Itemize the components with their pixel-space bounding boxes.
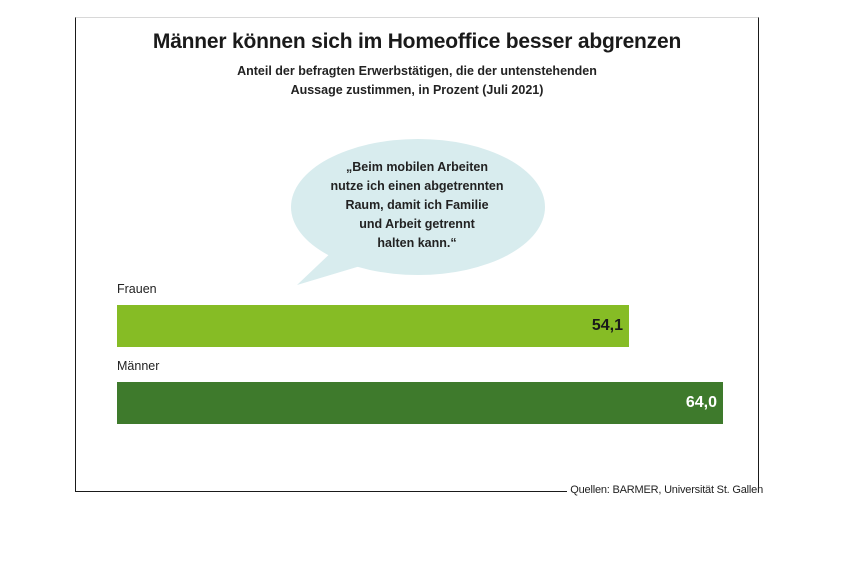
frame-bottom-rule — [75, 491, 567, 492]
chart-title: Männer können sich im Homeoffice besser … — [152, 30, 682, 53]
quote-line-2: nutze ich einen abgetrennten — [330, 179, 504, 193]
quote-line-5: halten kann.“ — [377, 236, 457, 250]
quote-line-4: und Arbeit getrennt — [359, 217, 475, 231]
chart-subtitle: Anteil der befragten Erwerbstätigen, die… — [180, 62, 654, 100]
subtitle-line-2: Aussage zustimmen, in Prozent (Juli 2021… — [290, 83, 544, 97]
chart-frame — [75, 17, 759, 492]
source-note: Quellen: BARMER, Universität St. Gallen — [570, 484, 763, 496]
bar-maenner: 64,0 — [117, 382, 723, 424]
bar-value-label-maenner: 64,0 — [685, 394, 717, 411]
quote-text: „Beim mobilen Arbeiten nutze ich einen a… — [292, 158, 542, 253]
subtitle-line-1: Anteil der befragten Erwerbstätigen, die… — [237, 64, 597, 78]
bar-value-label-frauen: 54,1 — [591, 317, 623, 334]
quote-line-3: Raum, damit ich Familie — [345, 198, 489, 212]
category-label-frauen: Frauen — [117, 282, 157, 296]
bar-frauen: 54,1 — [117, 305, 629, 347]
quote-line-1: „Beim mobilen Arbeiten — [346, 160, 488, 174]
category-label-maenner: Männer — [117, 359, 160, 373]
speech-bubble-tail — [297, 247, 377, 285]
speech-bubble — [291, 139, 545, 285]
speech-bubble-body — [291, 139, 545, 275]
